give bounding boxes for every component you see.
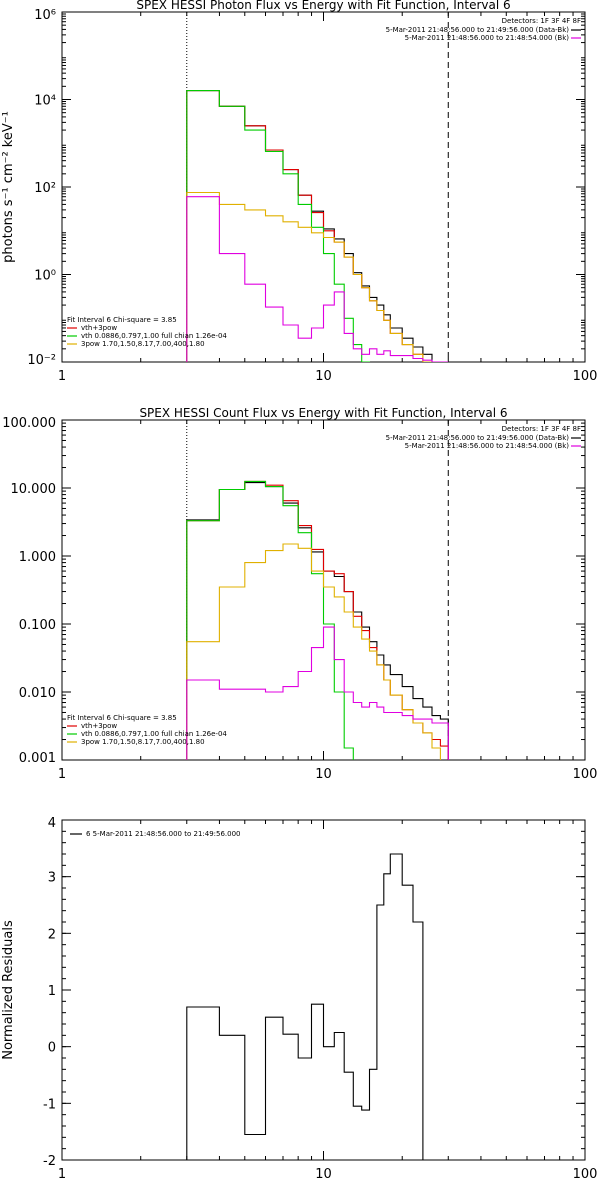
y-tick-label: -1 (43, 1097, 56, 1112)
chart-title: SPEX HESSI Count Flux vs Energy with Fit… (139, 406, 507, 420)
series-group (186, 853, 424, 1160)
y-tick-label: 0.001 (19, 751, 56, 766)
y-tick-label: 0.010 (19, 686, 56, 701)
fit-legend-text: vth 0.0886,0.797,1.00 full chian 1.26e-0… (81, 730, 227, 738)
x-tick-label: 10 (315, 1167, 332, 1182)
series-line-4 (186, 191, 449, 362)
y-tick-label: 100.000 (2, 416, 56, 431)
x-tick-label: 1 (58, 1167, 66, 1182)
y-tick-label: 1.000 (19, 550, 56, 565)
residual-legend: 6 5-Mar-2011 21:48:56.000 to 21:49:56.00… (70, 830, 241, 838)
chart-panel-3: 1 10 100 -2 -1 0 1 2 3 4 Normalized Residuals 6 5-M… (1, 816, 597, 1182)
detector-legend: Detectors: 1F 3F 4F 8F5-Mar-2011 21:48:5… (386, 425, 581, 450)
fit-legend-text: vth+3pow (81, 324, 117, 332)
series-line-2 (186, 480, 449, 760)
residual-legend-text: 6 5-Mar-2011 21:48:56.000 to 21:49:56.00… (86, 830, 241, 838)
legend-header: Detectors: 1F 3F 4F 8F (502, 425, 581, 433)
x-tick-label: 1 (58, 767, 66, 782)
y-tick-label: 10² (34, 181, 56, 196)
series-line-3 (186, 90, 385, 362)
x-tick-label: 1 (58, 369, 66, 384)
legend-entry-text: 5-Mar-2011 21:48:56.000 to 21:48:54.000 … (405, 34, 570, 42)
fit-legend-text: 3pow 1.70,1.50,8.17,7.00,400,1.80 (81, 340, 205, 348)
y-tick-label: 2 (48, 927, 56, 942)
series-line-5 (186, 626, 449, 760)
y-axis-label: Normalized Residuals (1, 920, 16, 1060)
fit-legend-text: 3pow 1.70,1.50,8.17,7.00,400,1.80 (81, 738, 205, 746)
x-tick-label: 100 (573, 1167, 598, 1182)
plot-frame (61, 819, 586, 1161)
fit-legend: Fit Interval 6 Chi-square = 3.85vth+3pow… (67, 316, 227, 348)
series-group (186, 90, 449, 362)
y-tick-label: 4 (48, 816, 56, 831)
y-tick-label: 10.000 (11, 482, 57, 497)
series-line-4 (186, 543, 441, 760)
fit-legend-header: Fit Interval 6 Chi-square = 3.85 (67, 714, 177, 722)
detector-legend: Detectors: 1F 3F 4F 8F5-Mar-2011 21:48:5… (386, 17, 581, 42)
legend-entry-text: 5-Mar-2011 21:48:56.000 to 21:49:56.000 … (386, 434, 570, 442)
chart-panel-2: SPEX HESSI Count Flux vs Energy with Fit… (2, 406, 597, 782)
fit-legend-text: vth+3pow (81, 722, 117, 730)
legend-entry-text: 5-Mar-2011 21:48:56.000 to 21:48:54.000 … (405, 442, 570, 450)
legend-entry-text: 5-Mar-2011 21:48:56.000 to 21:49:56.000 … (386, 26, 570, 34)
y-tick-label: -2 (43, 1154, 56, 1169)
chart-panel-1: SPEX HESSI Photon Flux vs Energy with Fi… (1, 0, 598, 384)
fit-legend: Fit Interval 6 Chi-square = 3.85vth+3pow… (67, 714, 227, 746)
y-tick-label: 3 (48, 871, 56, 886)
x-tick-label: 100 (573, 369, 598, 384)
y-tick-label: 10⁻² (27, 353, 56, 368)
y-axis-label: photons s⁻¹ cm⁻² keV⁻¹ (1, 111, 16, 263)
legend-header: Detectors: 1F 3F 4F 8F (502, 17, 581, 25)
series-line-3 (186, 480, 354, 760)
x-tick-label: 10 (315, 767, 332, 782)
series-line-1 (186, 853, 424, 1160)
y-tick-label: 0 (48, 1041, 56, 1056)
y-tick-label: 10⁰ (34, 269, 56, 284)
y-tick-label: 0.100 (19, 618, 56, 633)
y-tick-label: 10⁶ (34, 8, 56, 23)
series-group (186, 480, 449, 760)
chart-title: SPEX HESSI Photon Flux vs Energy with Fi… (136, 0, 510, 12)
series-line-5 (186, 196, 449, 362)
fit-legend-header: Fit Interval 6 Chi-square = 3.85 (67, 316, 177, 324)
series-line-1 (186, 482, 449, 760)
y-tick-label: 1 (48, 984, 56, 999)
y-tick-label: 10⁴ (34, 94, 56, 109)
x-tick-label: 10 (315, 369, 332, 384)
x-tick-label: 100 (573, 767, 598, 782)
fit-legend-text: vth 0.0886,0.797,1.00 full chian 1.26e-0… (81, 332, 227, 340)
series-line-2 (186, 90, 449, 362)
